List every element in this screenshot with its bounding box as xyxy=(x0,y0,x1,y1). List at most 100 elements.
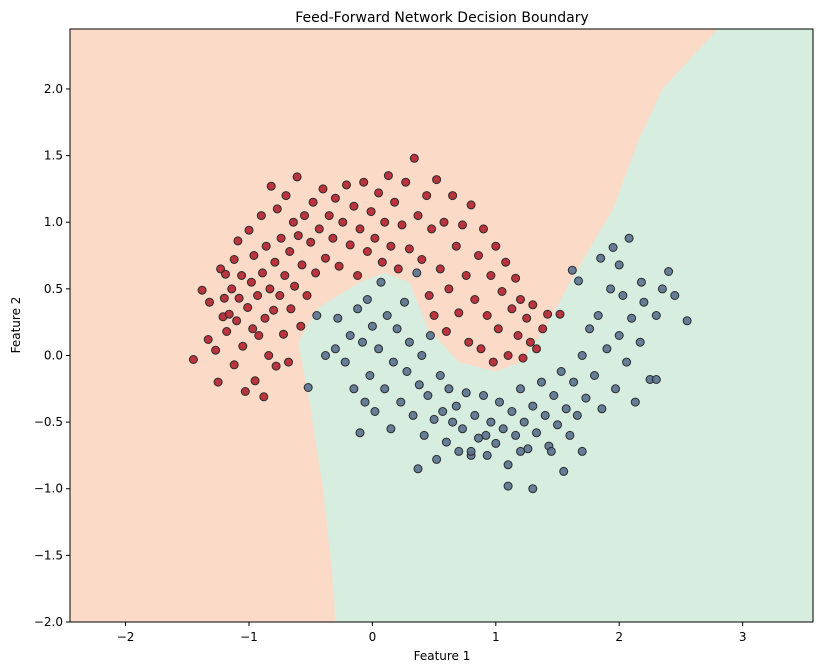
class-0-point xyxy=(488,357,498,367)
class-0-point xyxy=(271,361,281,371)
class-0-point xyxy=(224,309,234,319)
class-0-point xyxy=(237,271,247,280)
class-0-point xyxy=(417,255,427,264)
y-tick-label: 0.5 xyxy=(44,282,63,296)
class-0-point xyxy=(441,327,451,336)
class-0-point xyxy=(454,308,464,318)
class-0-point xyxy=(370,233,380,243)
class-0-point xyxy=(435,264,445,274)
y-tick-label: 2.0 xyxy=(44,82,63,96)
class-0-point xyxy=(286,304,296,314)
class-0-point xyxy=(355,224,365,234)
class-0-point xyxy=(513,331,523,340)
class-0-point xyxy=(240,387,250,396)
class-1-point xyxy=(577,446,587,456)
y-tick-label: −1.5 xyxy=(34,548,63,562)
class-0-point xyxy=(377,257,387,267)
class-1-point xyxy=(624,233,634,243)
class-0-point xyxy=(260,313,270,323)
class-0-point xyxy=(232,316,242,326)
class-0-point xyxy=(493,324,503,334)
class-0-point xyxy=(503,351,513,360)
class-0-point xyxy=(250,376,260,386)
class-1-point xyxy=(507,407,517,416)
class-1-point xyxy=(596,253,606,263)
class-1-point xyxy=(388,357,398,367)
class-0-point xyxy=(280,271,290,280)
x-tick-label: 2 xyxy=(615,630,623,644)
y-tick-label: −2.0 xyxy=(34,615,63,629)
class-1-point xyxy=(540,410,550,420)
class-0-point xyxy=(479,224,488,234)
class-1-point xyxy=(386,424,396,434)
class-1-point xyxy=(408,410,418,420)
class-0-point xyxy=(518,353,528,363)
class-1-point xyxy=(349,384,359,394)
class-1-point xyxy=(362,295,372,304)
class-1-point xyxy=(614,331,624,340)
class-0-point xyxy=(497,287,507,296)
class-1-point xyxy=(321,351,330,360)
class-1-point xyxy=(556,367,566,376)
class-0-point xyxy=(229,360,239,370)
class-1-point xyxy=(474,433,483,443)
class-1-point xyxy=(429,414,439,424)
class-1-point xyxy=(511,430,521,440)
class-1-point xyxy=(636,277,646,287)
class-1-point xyxy=(441,437,451,447)
class-0-point xyxy=(318,184,328,194)
class-0-point xyxy=(270,257,280,267)
class-0-point xyxy=(491,241,501,251)
class-0-point xyxy=(211,345,221,355)
class-1-point xyxy=(549,391,559,400)
class-1-point xyxy=(382,311,392,320)
class-0-point xyxy=(342,180,351,190)
class-0-point xyxy=(258,268,267,278)
class-0-point xyxy=(321,253,330,263)
class-1-point xyxy=(413,464,423,474)
class-0-point xyxy=(222,327,232,336)
class-0-point xyxy=(439,217,449,227)
class-0-point xyxy=(516,295,525,304)
class-1-point xyxy=(516,446,525,456)
chart-title: Feed-Forward Network Decision Boundary xyxy=(295,10,589,26)
class-0-point xyxy=(334,261,344,271)
class-0-point xyxy=(243,303,253,312)
class-0-point xyxy=(444,284,454,294)
class-0-point xyxy=(302,291,312,300)
class-1-point xyxy=(358,337,367,347)
class-0-point xyxy=(328,233,338,243)
class-1-point xyxy=(481,430,491,440)
class-1-point xyxy=(602,344,612,354)
plot-area xyxy=(69,28,814,623)
class-0-point xyxy=(448,191,458,201)
class-0-point xyxy=(203,335,213,344)
class-0-point xyxy=(197,285,207,295)
class-0-point xyxy=(476,344,486,354)
x-tick-label: −2 xyxy=(117,630,135,644)
class-0-point xyxy=(528,300,538,310)
class-1-point xyxy=(503,481,513,491)
class-1-point xyxy=(590,371,599,380)
class-0-point xyxy=(279,329,288,339)
class-0-point xyxy=(244,225,254,235)
class-1-point xyxy=(414,380,424,390)
class-1-region xyxy=(298,29,813,622)
class-1-point xyxy=(312,311,322,320)
class-1-point xyxy=(657,284,667,294)
class-1-point xyxy=(451,401,461,411)
class-1-point xyxy=(482,450,492,460)
class-1-point xyxy=(365,371,375,380)
class-1-point xyxy=(400,297,409,307)
class-0-point xyxy=(266,181,276,191)
x-tick-label: 3 xyxy=(739,630,747,644)
y-tick-label: 0.0 xyxy=(44,348,63,362)
class-1-point xyxy=(491,438,501,448)
class-0-point xyxy=(397,220,407,230)
class-0-point xyxy=(525,337,535,347)
class-0-point xyxy=(458,220,467,230)
class-1-point xyxy=(608,243,618,252)
class-1-point xyxy=(546,446,556,456)
x-axis-ticks: −2 −1 0 1 2 3 xyxy=(117,622,747,644)
